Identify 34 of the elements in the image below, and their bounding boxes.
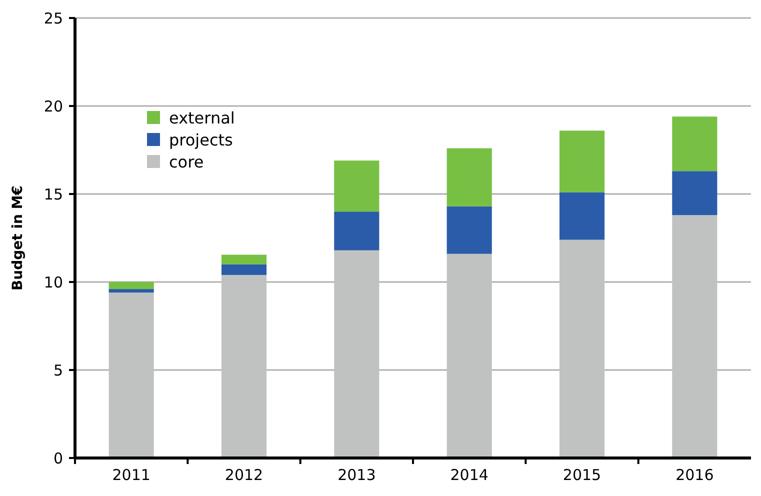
bar — [446, 148, 492, 206]
y-tick-label: 0 — [53, 449, 63, 468]
bar — [108, 289, 154, 293]
bar — [334, 250, 380, 458]
x-tick-label: 2015 — [562, 466, 602, 484]
y-tick-label: 5 — [53, 361, 63, 380]
bar — [108, 292, 154, 458]
bar — [559, 130, 605, 192]
y-axis-title: Budget in M€ — [10, 185, 26, 291]
bar — [672, 116, 718, 172]
bar — [559, 240, 605, 458]
legend-label: external — [169, 108, 235, 128]
y-tick-label: 10 — [44, 273, 63, 292]
y-tick-label: 20 — [44, 97, 63, 116]
bar — [221, 254, 267, 264]
x-tick-label: 2011 — [112, 466, 150, 484]
bar — [334, 212, 380, 250]
bar — [446, 206, 492, 254]
y-tick-label: 25 — [44, 9, 63, 28]
x-tick-label: 2013 — [338, 466, 376, 484]
legend-label: projects — [169, 130, 233, 150]
bar — [672, 171, 718, 216]
y-tick-label: 15 — [44, 185, 63, 204]
x-tick-label: 2012 — [224, 466, 264, 484]
bar — [559, 192, 605, 240]
x-tick-label: 2014 — [450, 466, 488, 484]
x-tick-label: 2016 — [676, 466, 714, 484]
bar — [446, 254, 492, 458]
bar — [221, 274, 267, 458]
bar — [108, 282, 154, 290]
legend-label: core — [169, 152, 204, 172]
bar — [672, 215, 718, 458]
bar — [334, 160, 380, 212]
bar — [221, 264, 267, 275]
